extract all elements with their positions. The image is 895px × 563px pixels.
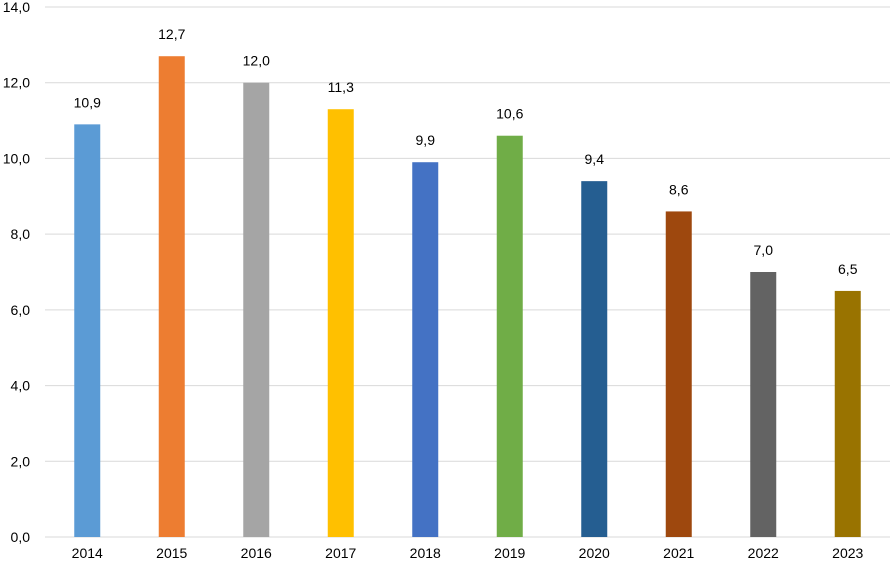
y-tick-label: 4,0 [11,378,31,394]
bar-2021 [665,211,692,537]
y-tick-label: 6,0 [11,302,31,318]
y-axis-tick-labels: 0,0 2,0 4,0 6,0 8,0 10,0 12,0 14,0 [3,0,30,545]
x-tick-label-2016: 2016 [241,545,272,561]
bar-2017 [327,109,354,537]
x-tick-label-2018: 2018 [410,545,441,561]
bar-2019 [496,135,523,537]
y-tick-label: 0,0 [11,529,31,545]
x-tick-label-2014: 2014 [72,545,103,561]
y-tick-label: 8,0 [11,226,31,242]
data-label-2021: 8,6 [669,181,689,197]
data-label-2023: 6,5 [838,261,858,277]
bar-2016 [243,82,270,537]
x-axis-tick-labels: 2014 2015 2016 2017 2018 2019 2020 2021 2022 2023 [72,545,864,561]
bar-2018 [412,162,439,537]
x-tick-label-2019: 2019 [494,545,525,561]
bar-2023 [834,290,861,537]
x-tick-label-2023: 2023 [832,545,863,561]
bars [74,56,861,537]
data-label-2018: 9,9 [416,132,436,148]
x-tick-label-2021: 2021 [663,545,694,561]
data-label-2017: 11,3 [328,79,354,95]
data-label-2014: 10,9 [74,94,101,110]
x-tick-label-2015: 2015 [156,545,187,561]
bar-2014 [74,124,101,537]
bar-2020 [581,181,608,537]
y-tick-label: 2,0 [11,453,31,469]
y-tick-label: 12,0 [3,75,30,91]
data-labels: 10,9 12,7 12,0 11,3 9,9 10,6 9,4 8,6 7,0 6,5 [74,26,858,277]
y-tick-label: 10,0 [3,150,30,166]
y-tick-label: 14,0 [3,0,30,15]
bar-2015 [158,56,185,537]
gridlines [45,6,890,538]
x-tick-label-2017: 2017 [325,545,356,561]
data-label-2020: 9,4 [585,151,605,167]
x-tick-label-2020: 2020 [579,545,610,561]
data-label-2016: 12,0 [243,53,270,69]
data-label-2022: 7,0 [754,242,774,258]
bar-2022 [750,272,777,537]
x-tick-label-2022: 2022 [748,545,779,561]
data-label-2019: 10,6 [496,106,523,122]
data-label-2015: 12,7 [158,26,185,42]
